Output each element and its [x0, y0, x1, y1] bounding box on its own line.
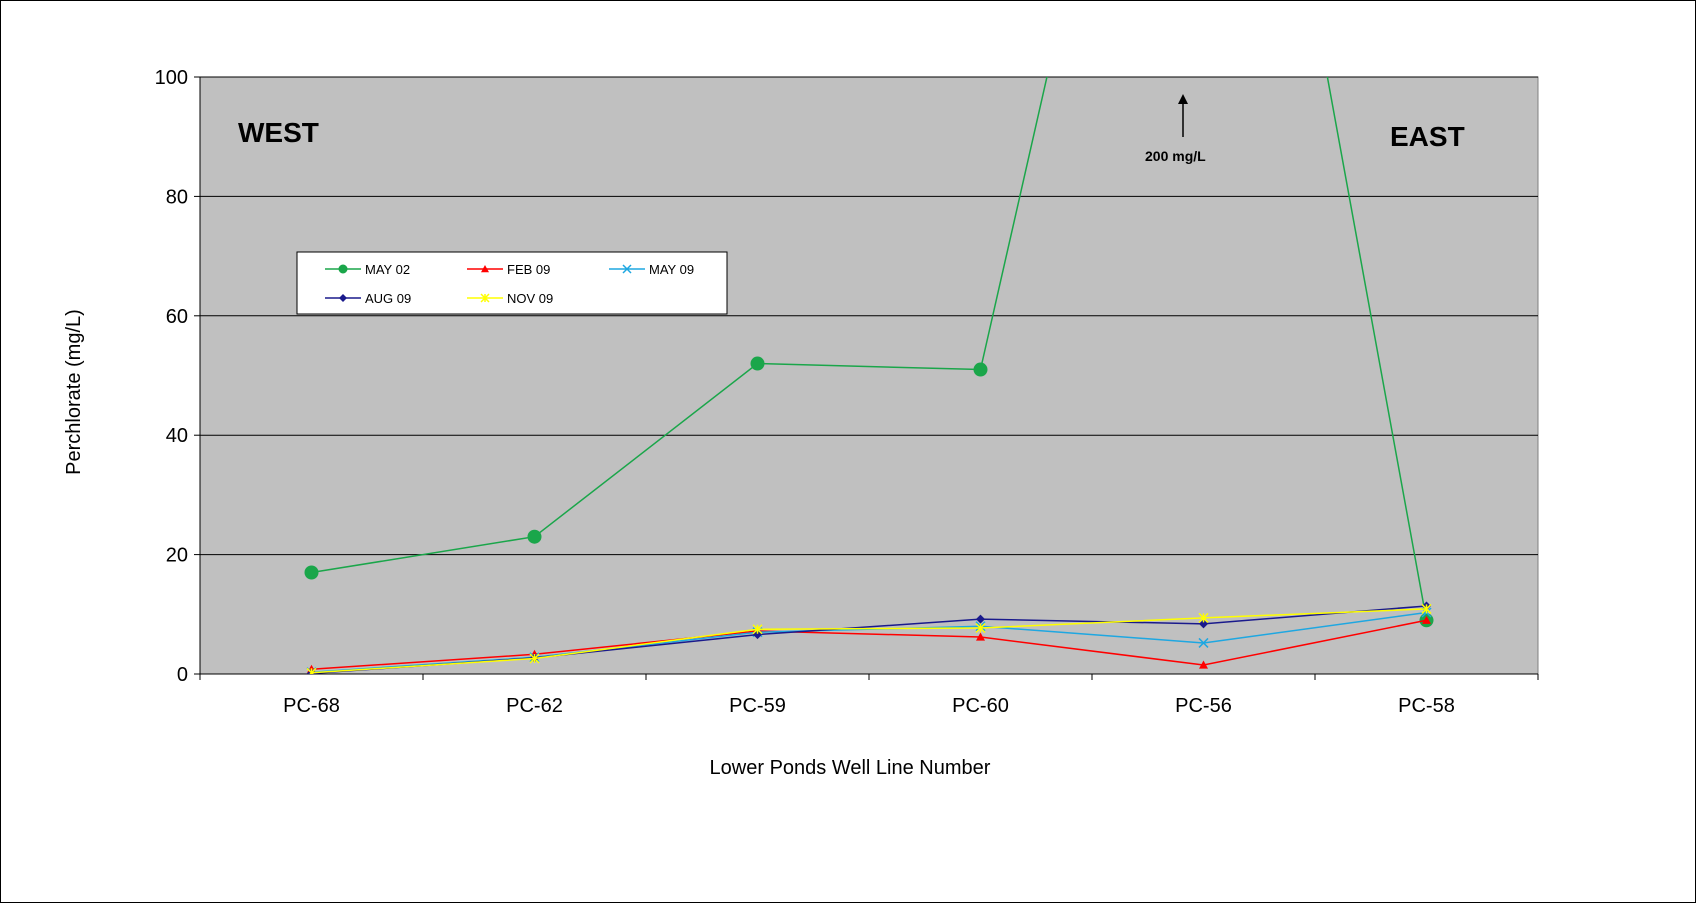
y-tick-label: 0	[177, 664, 188, 686]
data-point	[1199, 660, 1208, 669]
series-nov-09	[306, 603, 1432, 674]
x-tick-label: PC-56	[1175, 695, 1232, 717]
legend-item: NOV 09	[467, 291, 553, 306]
legend-label: MAY 02	[365, 262, 410, 277]
legend-marker	[622, 264, 632, 274]
data-point	[1422, 615, 1431, 624]
x-axis-ticks: PC-68 PC-62 PC-59 PC-60 PC-56 PC-58	[199, 674, 1539, 717]
legend-item: AUG 09	[325, 291, 411, 306]
data-point	[973, 362, 988, 377]
legend-item: FEB 09	[467, 262, 550, 277]
y-tick-label: 80	[166, 186, 188, 208]
x-axis-title: Lower Ponds Well Line Number	[710, 757, 991, 779]
legend-marker	[480, 293, 490, 303]
data-point	[1198, 637, 1209, 648]
legend-label: AUG 09	[365, 291, 411, 306]
data-point	[752, 624, 763, 635]
series-line	[311, 619, 1427, 670]
y-tick-label: 20	[166, 545, 188, 567]
legend-label: FEB 09	[507, 262, 550, 277]
x-tick-label: PC-58	[1398, 695, 1455, 717]
data-point	[529, 653, 540, 664]
data-point	[976, 632, 985, 641]
legend-box	[296, 251, 728, 315]
legend-marker	[338, 264, 348, 274]
offscale-arrowhead	[1178, 94, 1188, 104]
series-layer	[304, 77, 1434, 674]
data-point	[306, 667, 317, 674]
east-label: EAST	[1390, 121, 1465, 152]
data-point	[304, 565, 319, 580]
legend-marker	[481, 265, 489, 273]
x-tick-label: PC-62	[506, 695, 563, 717]
offscale-note: 200 mg/L	[1145, 148, 1206, 164]
legend: MAY 02 FEB 09 MAY 09 AUG 09 NOV 09	[296, 251, 728, 315]
y-tick-label: 100	[155, 67, 188, 89]
y-tick-label: 60	[166, 306, 188, 328]
y-axis-ticks: 0 20 40 60 80 100	[155, 67, 200, 686]
legend-item: MAY 02	[325, 262, 410, 277]
data-point	[1421, 603, 1432, 614]
legend-item: MAY 09	[609, 262, 694, 277]
data-point	[1198, 612, 1209, 623]
legend-marker	[339, 294, 347, 302]
series-line	[311, 608, 1427, 674]
series-may-02	[304, 77, 1434, 628]
x-tick-label: PC-68	[283, 695, 340, 717]
x-tick-label: PC-59	[729, 695, 786, 717]
y-axis-title: Perchlorate (mg/L)	[63, 309, 85, 475]
plot-area	[199, 76, 1539, 675]
y-tick-label: 40	[166, 425, 188, 447]
data-point	[975, 623, 986, 634]
legend-label: NOV 09	[507, 291, 553, 306]
legend-label: MAY 09	[649, 262, 694, 277]
data-point	[750, 356, 765, 371]
data-point	[527, 529, 542, 544]
west-label: WEST	[238, 117, 319, 148]
data-point	[1199, 619, 1208, 629]
x-tick-label: PC-60	[952, 695, 1009, 717]
data-point	[976, 614, 985, 624]
